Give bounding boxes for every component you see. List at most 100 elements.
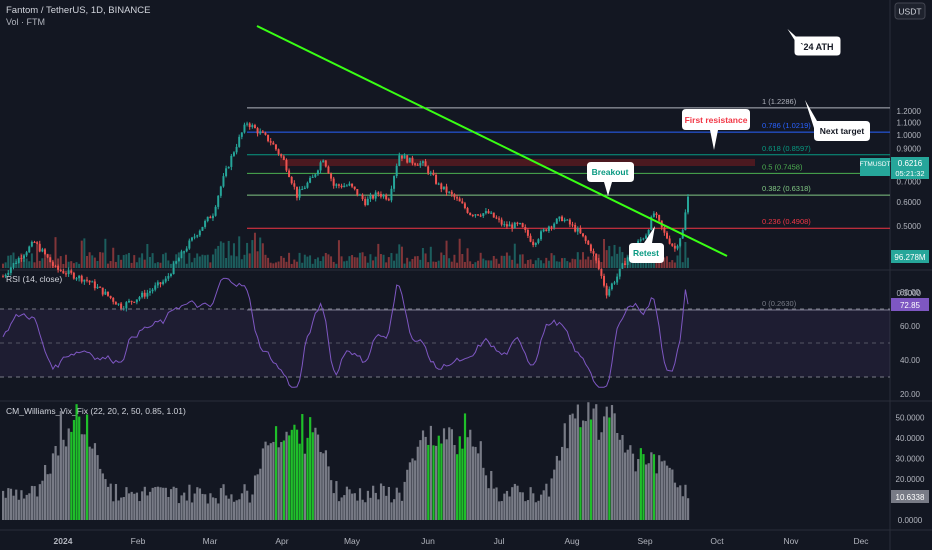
wvf-bar	[348, 489, 351, 520]
wvf-bar	[482, 467, 485, 520]
wvf-bar	[471, 446, 474, 520]
wvf-bar	[400, 500, 404, 520]
candle-body	[127, 300, 130, 303]
wvf-bar	[324, 450, 328, 520]
candle-body	[99, 286, 102, 288]
volume-bar	[322, 256, 325, 268]
volume-bar	[366, 262, 369, 268]
wvf-bar	[112, 501, 115, 520]
wvf-bar	[516, 485, 519, 520]
volume-bar	[356, 257, 359, 268]
candle-body	[416, 164, 419, 166]
volume-bar	[209, 262, 212, 268]
volume-bar	[4, 262, 7, 268]
wvf-bar	[83, 434, 86, 520]
wvf-bar	[169, 489, 173, 520]
volume-bar	[369, 254, 372, 268]
wvf-bar	[600, 432, 603, 520]
volume-bar	[403, 263, 406, 268]
wvf-bar	[248, 502, 251, 520]
wvf-bar	[618, 439, 621, 520]
candle-body	[230, 155, 233, 167]
wvf-bar	[408, 462, 412, 520]
candle-body	[185, 248, 188, 252]
wvf-bar	[51, 453, 55, 520]
volume-bar	[267, 257, 270, 268]
volume-bar	[582, 252, 585, 268]
candle-body	[104, 291, 107, 295]
volume-bar	[503, 255, 506, 268]
candle-body	[492, 212, 495, 218]
wvf-bar	[637, 459, 640, 520]
volume-bar	[600, 262, 603, 268]
candle-body	[2, 276, 4, 278]
volume-bar	[529, 259, 532, 268]
candle-body	[335, 184, 338, 186]
wvf-bar	[492, 488, 495, 520]
wvf-bar	[652, 454, 656, 520]
volume-bar	[429, 246, 432, 268]
volume-bar	[521, 254, 524, 268]
volume-bar	[374, 256, 377, 268]
candle-body	[43, 249, 46, 255]
candle-body	[332, 178, 335, 186]
wvf-bar	[2, 490, 5, 520]
volume-bar	[106, 263, 109, 268]
volume-bar	[495, 258, 498, 268]
candle-body	[141, 292, 144, 298]
wvf-bar	[322, 453, 325, 520]
volume-bar	[327, 254, 330, 268]
wvf-bar	[427, 444, 430, 520]
wvf-bar	[453, 445, 456, 520]
candle-body	[235, 146, 238, 153]
wvf-bar	[356, 500, 359, 520]
wvf-bar	[219, 488, 223, 520]
wvf-bar	[429, 425, 432, 520]
currency-button[interactable]	[894, 2, 926, 20]
volume-bar	[553, 255, 556, 268]
wvf-bar	[246, 490, 249, 520]
countdown: 05:21:32	[895, 169, 924, 178]
wvf-bar	[542, 490, 545, 520]
volume-bar	[78, 263, 81, 268]
wvf-bar	[25, 494, 28, 520]
wvf-bar	[519, 492, 522, 520]
candle-body	[513, 222, 516, 229]
wvf-bar	[387, 486, 391, 520]
candle-body	[138, 297, 141, 300]
candle-body	[298, 189, 301, 198]
wvf-bar	[626, 449, 629, 520]
volume-bar	[684, 241, 687, 268]
candle-body	[93, 281, 96, 289]
ath-label: `24 ATH	[800, 42, 833, 52]
candle-body	[624, 263, 627, 266]
candle-body	[148, 291, 151, 293]
wvf-bar	[540, 494, 543, 520]
candle-body	[211, 215, 214, 219]
volume-bar	[351, 255, 354, 268]
wvf-bar	[80, 434, 83, 520]
candle-body	[256, 128, 259, 134]
candle-body	[316, 170, 319, 175]
breakout-label: Breakout	[592, 167, 629, 177]
volume-bar	[25, 258, 28, 268]
wvf-bar	[490, 470, 493, 520]
volume-bar	[406, 257, 409, 268]
candle-body	[390, 188, 393, 201]
resistance-zone	[280, 159, 755, 166]
candle-body	[463, 203, 466, 209]
volume-bar	[516, 263, 519, 268]
candle-body	[159, 282, 162, 285]
volume-bar	[141, 253, 144, 268]
time-tick: Nov	[783, 536, 799, 546]
retest-label: Retest	[633, 248, 659, 258]
candle-body	[340, 185, 343, 188]
candle-body	[25, 252, 28, 256]
volume-bar	[382, 254, 385, 268]
volume-bar	[99, 252, 102, 268]
volume-bar	[88, 252, 91, 268]
candle-body	[125, 302, 128, 309]
wvf-bar	[104, 479, 107, 520]
wvf-bar	[505, 490, 509, 520]
candle-body	[183, 251, 186, 253]
